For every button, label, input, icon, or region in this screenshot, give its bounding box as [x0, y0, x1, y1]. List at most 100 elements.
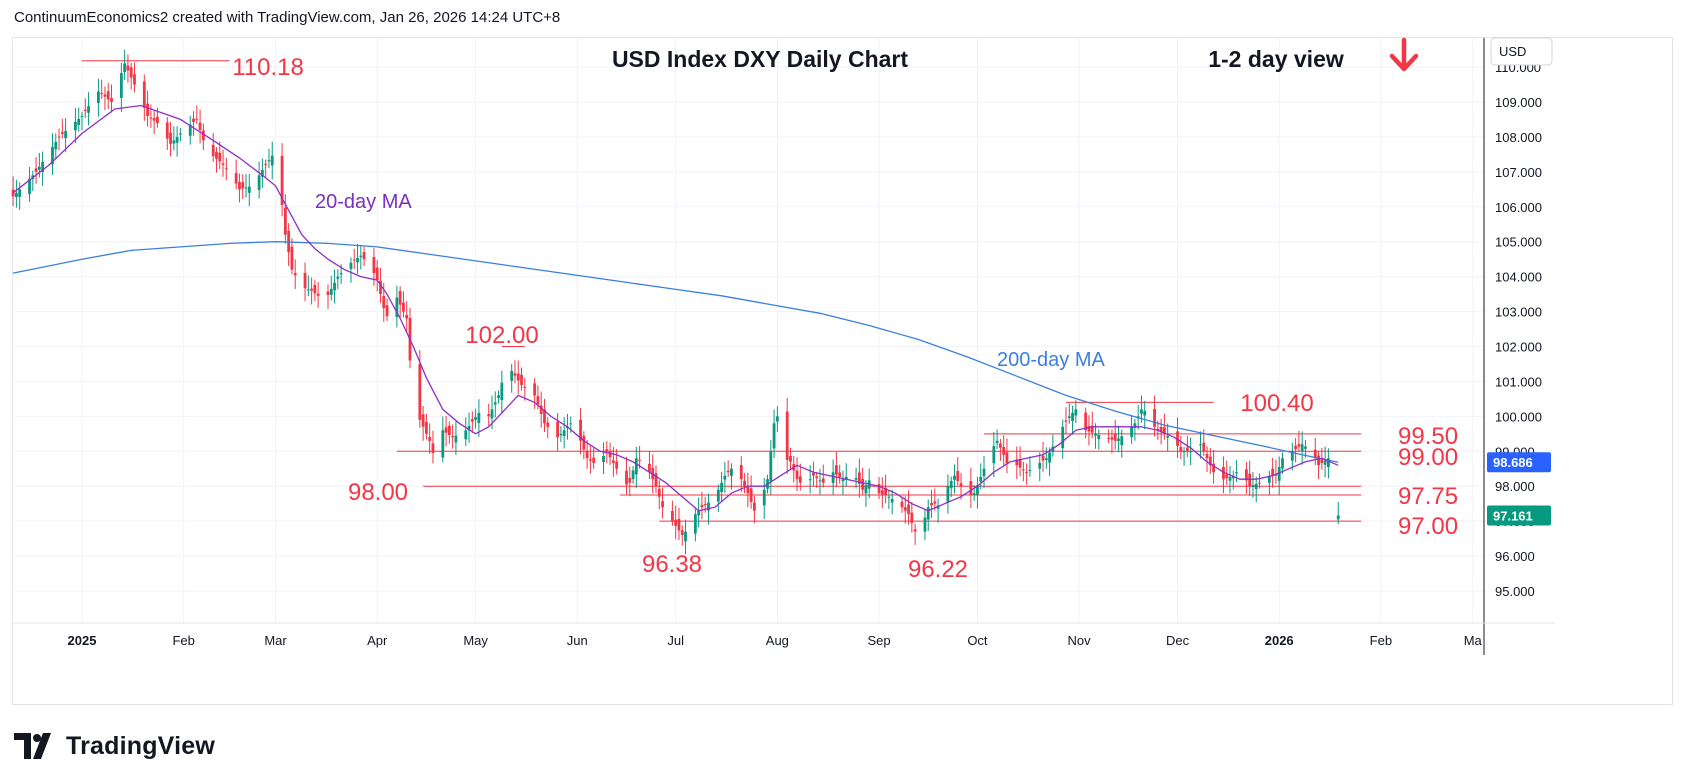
candle-body [831, 472, 835, 484]
candle-body [1120, 436, 1124, 446]
y-tick-label: 95.000 [1495, 584, 1535, 599]
candle-body [516, 373, 520, 381]
candle-body [352, 259, 356, 261]
candle-body [1067, 416, 1071, 418]
candle-body [1071, 412, 1074, 421]
candle-body [103, 94, 107, 97]
candle-body [543, 409, 546, 424]
candle-body [444, 427, 448, 433]
candle-body [648, 463, 651, 473]
candle-body [615, 461, 619, 469]
candle-body [821, 478, 825, 483]
candle-body [60, 132, 64, 134]
price-tags: 98.686 97.161 [1487, 452, 1551, 526]
candle-body [218, 152, 222, 162]
candle-body [707, 502, 710, 511]
candle-body [1281, 458, 1284, 469]
candle-body [992, 446, 996, 464]
candle-body [579, 419, 582, 441]
candle-body [818, 480, 822, 482]
candle-body [454, 435, 458, 443]
candle-body [808, 479, 812, 481]
candle-body [425, 421, 428, 434]
candle-body [405, 314, 409, 319]
candle-body [864, 485, 868, 494]
candle-body [693, 514, 697, 534]
x-tick-label: Mar [264, 633, 287, 648]
candle-body [703, 504, 707, 506]
x-tick-label: Jun [567, 633, 588, 648]
price-tag-label: 98.686 [1493, 455, 1533, 470]
candle-body [385, 305, 389, 317]
candle-body [907, 504, 910, 515]
candle-body [1094, 433, 1097, 436]
candle-body [1021, 469, 1025, 471]
candle-body [1336, 515, 1340, 520]
candle-body [1297, 444, 1301, 447]
candle-body [1064, 420, 1068, 422]
candle-body [1317, 455, 1320, 466]
ma20-series [12, 104, 1339, 512]
candle-body [982, 468, 986, 477]
y-tick-label: 105.000 [1495, 235, 1542, 250]
x-tick-label: Feb [172, 633, 194, 648]
candle-body [654, 473, 658, 487]
candle-body [1251, 485, 1255, 488]
candle-body [680, 530, 684, 536]
level-label: 102.00 [465, 322, 538, 349]
candle-body [398, 291, 402, 305]
candle-body [546, 422, 550, 427]
candle-body [241, 182, 245, 189]
candle-body [900, 501, 904, 508]
candle-body [293, 272, 297, 276]
candle-body [264, 163, 268, 165]
candle-body [1048, 452, 1051, 463]
candle-body [861, 478, 865, 490]
candle-body [953, 475, 956, 480]
candle-body [80, 115, 84, 117]
level-label: 99.50 [1398, 423, 1458, 450]
y-tick-label: 100.000 [1495, 409, 1542, 424]
candle-body [165, 122, 169, 139]
candle-body [175, 136, 179, 143]
candle-body [224, 168, 228, 170]
candle-body [684, 531, 687, 542]
candle-body [490, 409, 494, 419]
candle-body [651, 467, 655, 480]
candle-body [775, 416, 779, 422]
candle-body [628, 478, 632, 483]
candle-body [1294, 445, 1297, 449]
candle-body [1159, 426, 1163, 432]
candle-body [41, 161, 45, 172]
candle-body [638, 459, 641, 461]
tradingview-logo-icon [14, 733, 51, 759]
candle-body [677, 518, 681, 531]
level-label: 99.00 [1398, 444, 1458, 471]
candle-body [556, 421, 559, 438]
level-labels: 110.18 102.00 98.00 96.38 96.22 100.40 99.5099… [232, 54, 1458, 583]
tradingview-logo[interactable]: TradingView [14, 730, 215, 762]
candle-body [356, 258, 359, 263]
candle-body [1087, 426, 1091, 432]
candle-body [313, 284, 317, 294]
candle-body [1225, 474, 1229, 479]
candle-body [447, 425, 451, 435]
candle-body [123, 63, 127, 73]
candle-body [1189, 451, 1193, 453]
y-tick-label: 98.000 [1495, 479, 1535, 494]
candle-body [306, 289, 310, 291]
ma200-line [12, 241, 1339, 463]
candle-body [949, 480, 953, 489]
candle-body [172, 140, 176, 144]
currency-badge[interactable]: USD [1490, 37, 1553, 66]
candle-body [520, 374, 523, 385]
candle-body [746, 486, 750, 494]
candle-body [1117, 438, 1120, 441]
candle-body [192, 118, 195, 123]
candle-body [1179, 447, 1183, 452]
candle-body [1005, 452, 1009, 464]
candle-body [661, 501, 664, 508]
candle-body [257, 175, 261, 190]
candle-body [15, 192, 18, 198]
